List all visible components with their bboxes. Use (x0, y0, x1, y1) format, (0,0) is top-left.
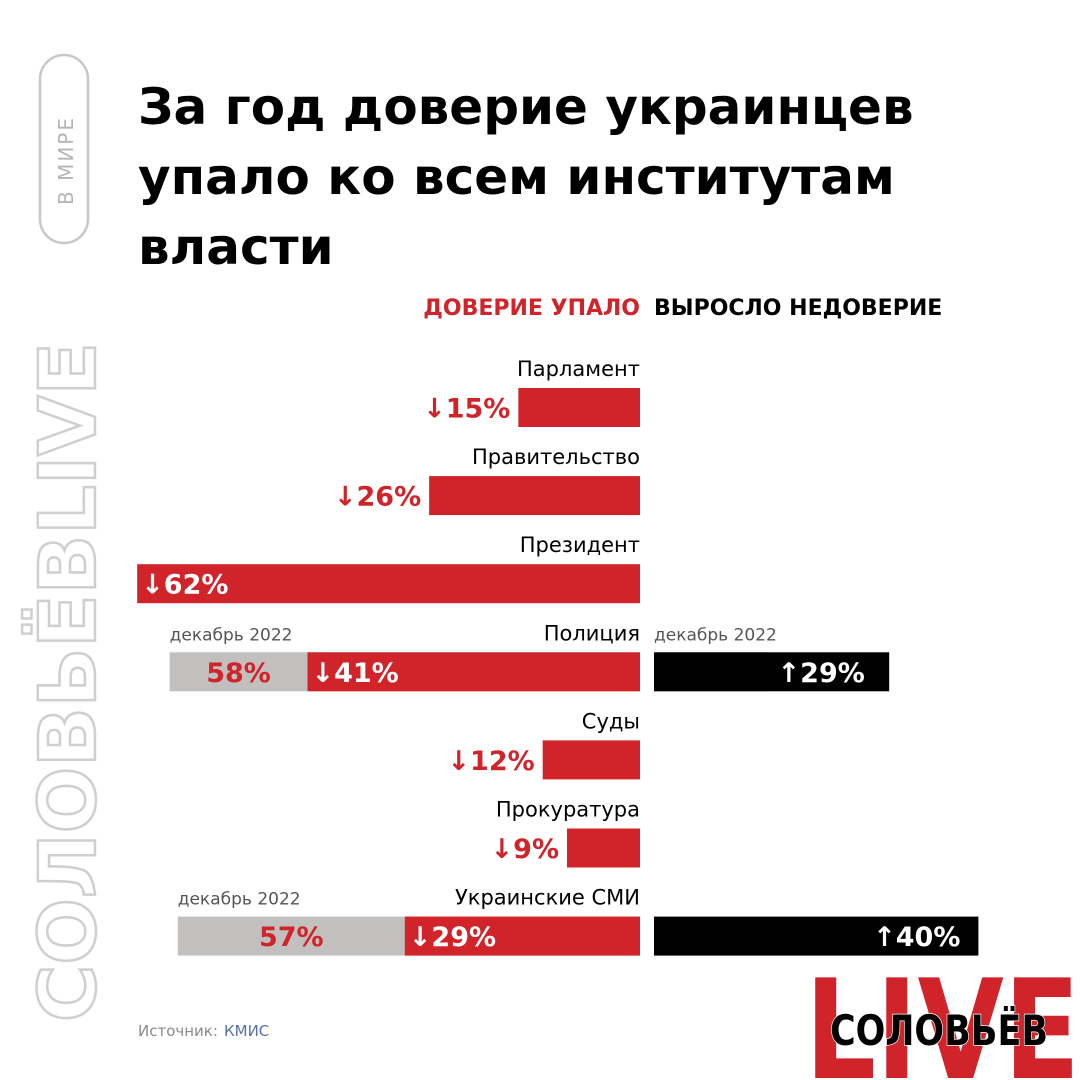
category-label: Парламент (517, 357, 640, 381)
value-label: ↓29% (409, 922, 496, 953)
section-label: В МИРЕ (54, 116, 78, 205)
chart-title: упало ко всем институтам (138, 148, 895, 206)
category-label: Правительство (472, 445, 640, 469)
category-label: Президент (520, 533, 640, 557)
chart-title: власти (138, 218, 334, 276)
previous-caption: декабрь 2022 (654, 625, 777, 645)
bars: Парламент ↓15% Правительство ↓26% Президент ↓… (137, 357, 979, 956)
value-label: ↑29% (778, 658, 865, 689)
previous-label: 57% (259, 922, 324, 953)
category-label: Полиция (544, 621, 640, 645)
bar (137, 564, 640, 604)
value-label: ↓12% (447, 746, 534, 777)
legend-entry: ВЫРОСЛО НЕДОВЕРИЕ (654, 296, 942, 321)
bar (404, 916, 640, 956)
logo-name: СОЛОВЬЁВ (830, 1005, 1048, 1055)
bar (542, 740, 640, 780)
bar (654, 652, 890, 692)
chart-title: За год доверие украинцев (138, 78, 914, 136)
previous-label: 58% (206, 658, 271, 689)
value-label: ↓41% (311, 658, 398, 689)
category-label: Украинские СМИ (455, 886, 640, 910)
source-label: Источник: (138, 1022, 218, 1040)
value-label: ↓9% (491, 834, 559, 865)
bar (654, 916, 979, 956)
previous-caption: декабрь 2022 (170, 625, 293, 645)
value-label: ↓26% (334, 482, 421, 513)
value-label: ↓15% (423, 394, 510, 425)
section-badge (38, 53, 90, 245)
source-name: КМИС (224, 1022, 269, 1040)
category-label: Прокуратура (496, 798, 640, 822)
legend-entry: ДОВЕРИЕ УПАЛО (423, 296, 640, 321)
value-label: ↑40% (873, 922, 960, 953)
bar (429, 476, 640, 516)
bar (518, 388, 640, 427)
watermark: СОЛОВЬЁВLIVE (22, 342, 114, 1022)
value-label: ↓62% (141, 570, 228, 601)
logo-live: LIVE (805, 950, 1080, 1080)
category-label: Суды (582, 709, 640, 733)
bar (567, 828, 640, 868)
previous-caption: декабрь 2022 (178, 890, 301, 910)
bar (307, 652, 640, 692)
